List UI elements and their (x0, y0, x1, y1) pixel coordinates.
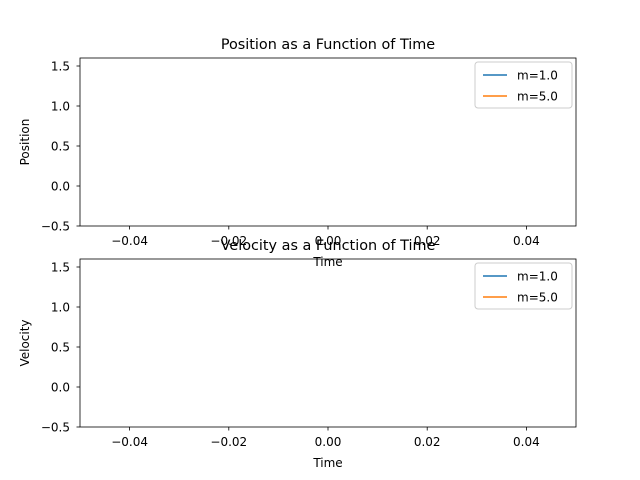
position-y-tick-label: 1.5 (51, 59, 70, 73)
velocity-x-tick-label: −0.04 (111, 435, 148, 449)
position-legend-label-1: m=5.0 (517, 89, 558, 103)
velocity-legend-label-1: m=5.0 (517, 290, 558, 304)
velocity-x-tick-label: 0.04 (513, 435, 540, 449)
velocity-legend-label-0: m=1.0 (517, 269, 558, 283)
velocity-x-tick-label: 0.02 (414, 435, 441, 449)
position-subplot: −0.04 −0.02 0.00 0.02 0.04 −0.5 0.0 0.5 1.0 1.5 Po… (18, 37, 577, 269)
position-y-tick-label: −0.5 (41, 219, 70, 233)
position-x-tick-label: 0.00 (315, 234, 342, 248)
position-chart-title: Position as a Function of Time (221, 37, 435, 53)
velocity-subplot: −0.04 −0.02 0.00 0.02 0.04 −0.5 0.0 0.5 1.0 1.5 Ve… (18, 238, 577, 470)
position-y-tick-label: 1.0 (51, 99, 70, 113)
velocity-legend: m=1.0 m=5.0 (474, 262, 573, 310)
velocity-x-axis-label: Time (312, 456, 342, 470)
position-x-axis-label: Time (312, 255, 342, 269)
position-legend-label-0: m=1.0 (517, 68, 558, 82)
position-y-tick-label: 0.5 (51, 139, 70, 153)
position-x-tick-label: 0.02 (414, 234, 441, 248)
velocity-x-tick-label: 0.00 (315, 435, 342, 449)
velocity-x-tick-label: −0.02 (210, 435, 247, 449)
position-y-axis-label: Position (18, 119, 32, 166)
position-x-tick-label: 0.04 (513, 234, 540, 248)
position-x-tick-label: −0.02 (210, 234, 247, 248)
position-y-tick-label: 0.0 (51, 179, 70, 193)
velocity-chart-title: Velocity as a Function of Time (221, 238, 436, 254)
velocity-y-tick-label: 1.0 (51, 300, 70, 314)
position-x-tick-label: −0.04 (111, 234, 148, 248)
velocity-y-axis-label: Velocity (18, 319, 32, 366)
position-legend: m=1.0 m=5.0 (474, 61, 573, 109)
velocity-y-tick-label: 0.5 (51, 340, 70, 354)
velocity-y-tick-label: −0.5 (41, 420, 70, 434)
velocity-y-tick-label: 1.5 (51, 260, 70, 274)
velocity-y-tick-label: 0.0 (51, 380, 70, 394)
